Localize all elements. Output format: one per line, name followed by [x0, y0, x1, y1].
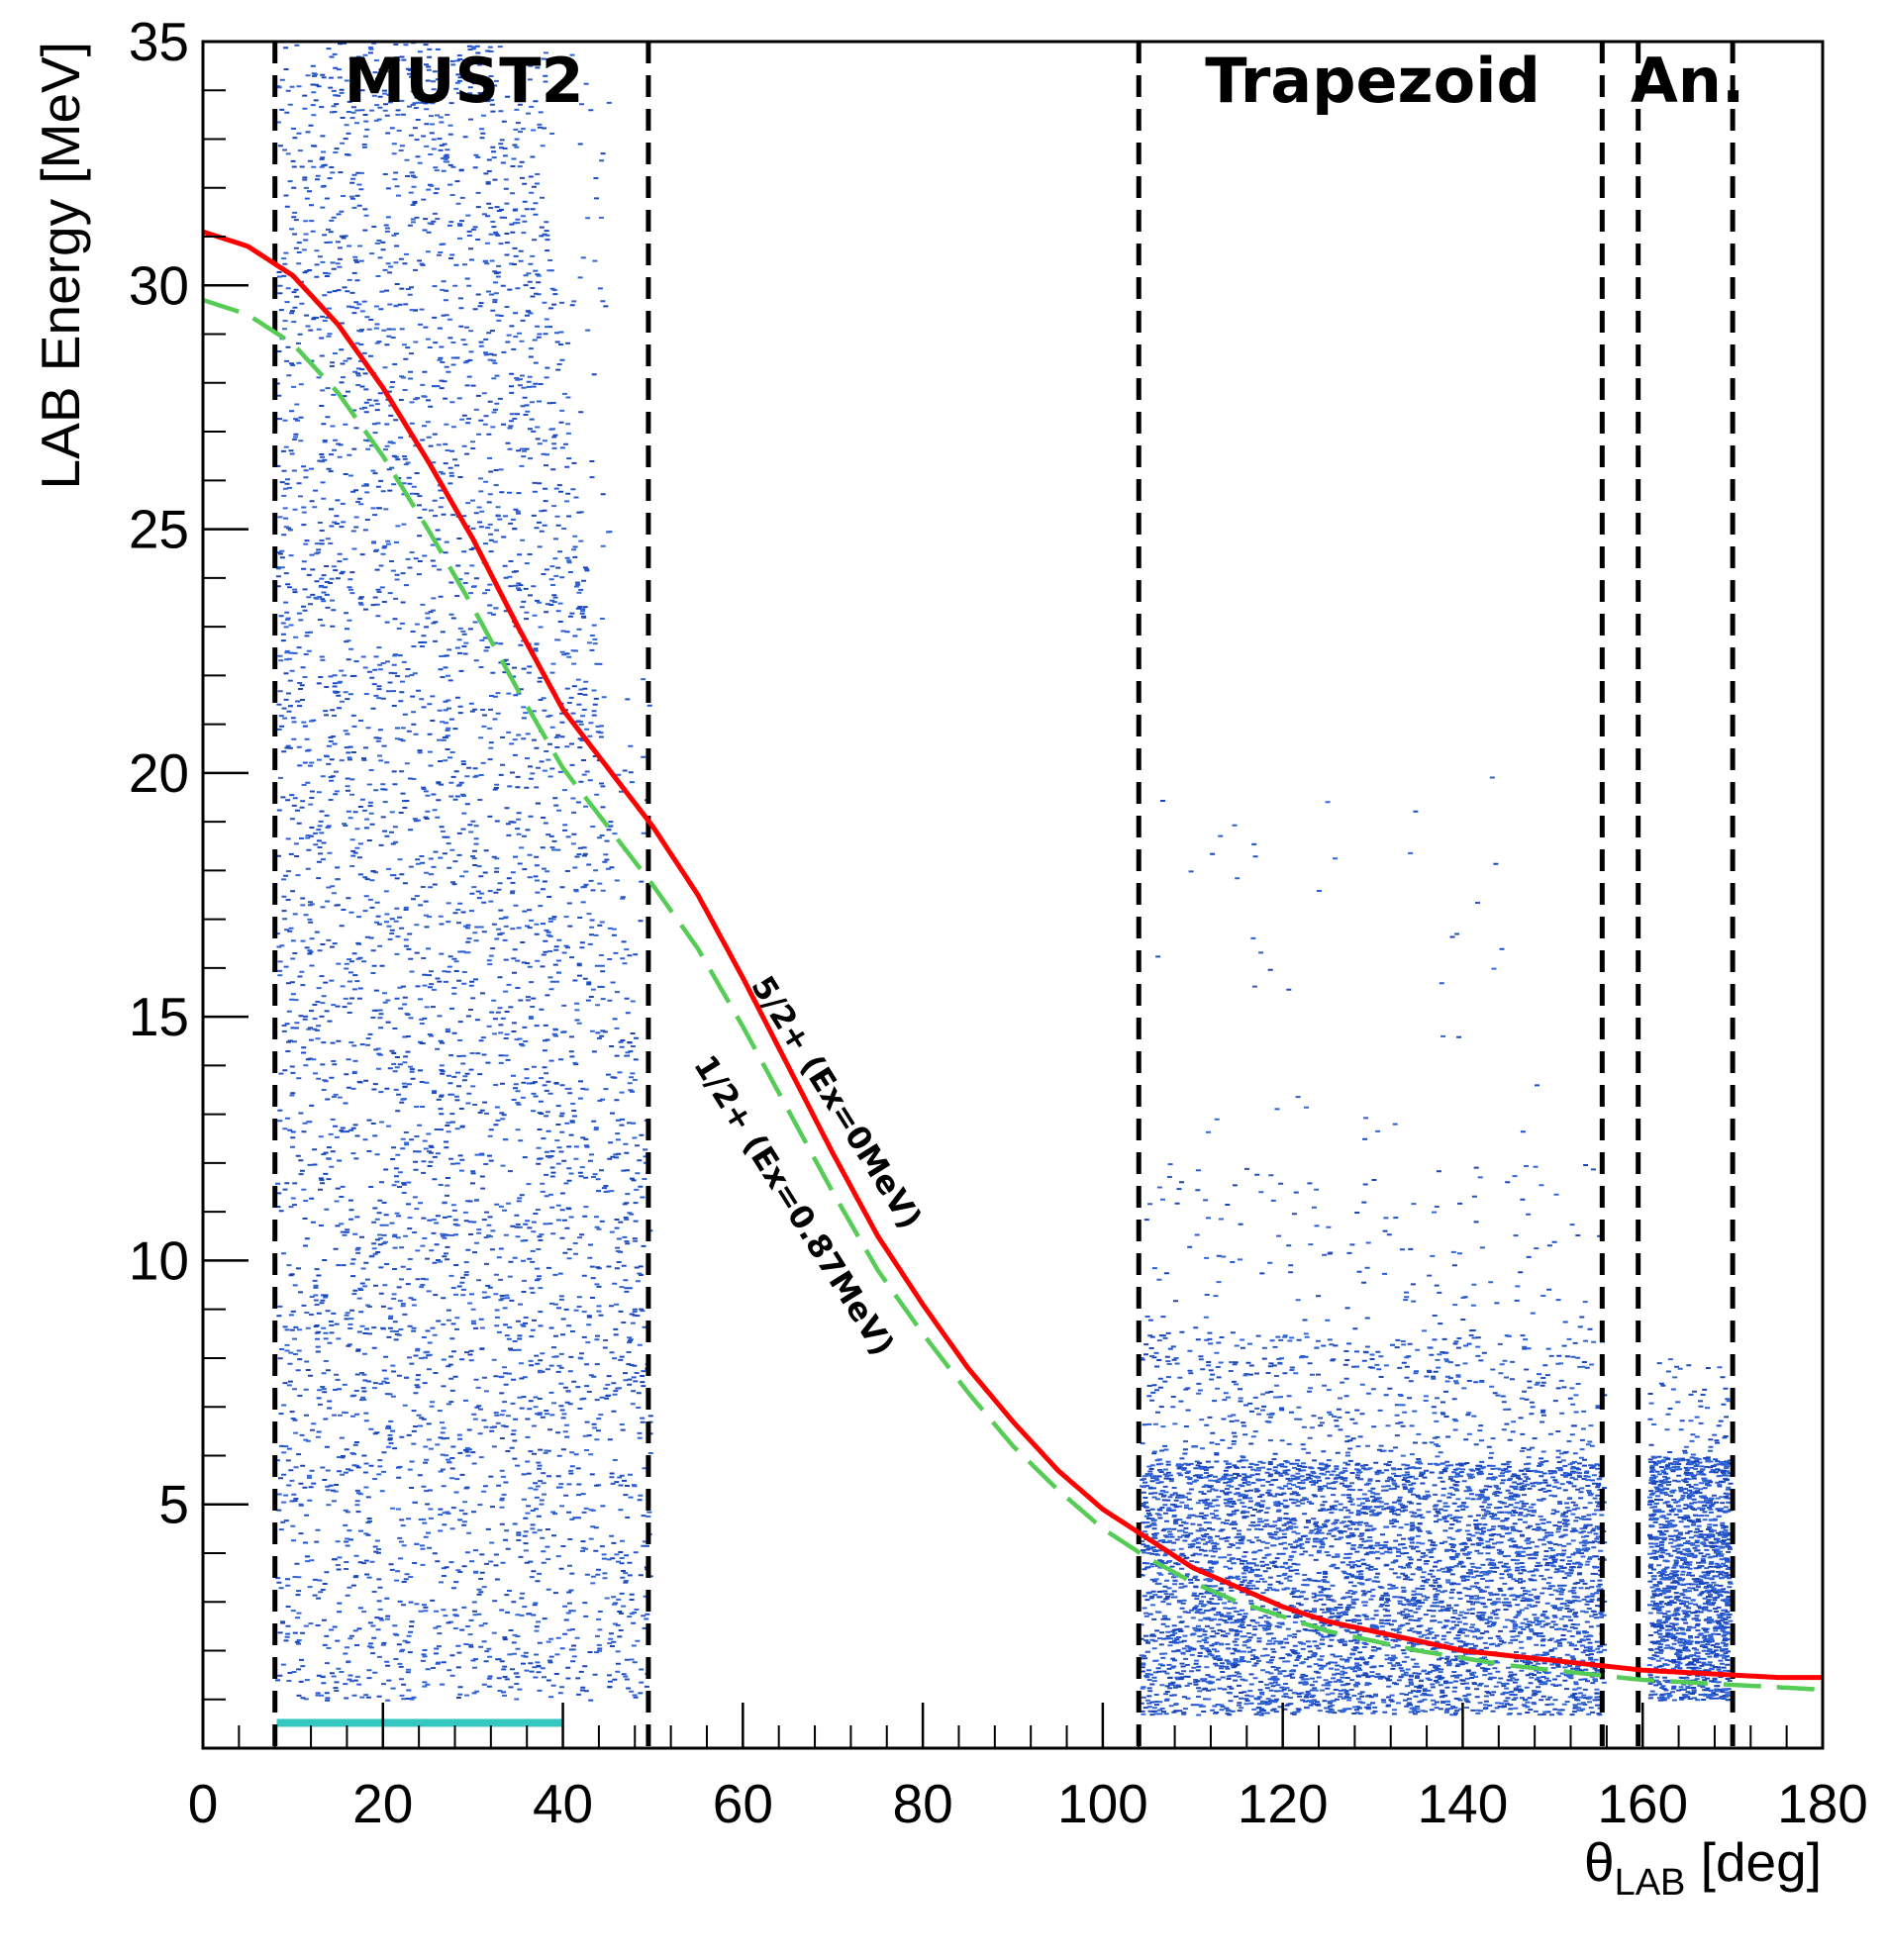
kinematic-curves — [203, 229, 1823, 1693]
x-axis-title-sub: LAB — [1615, 1862, 1686, 1904]
region-label-1: Trapezoid — [1205, 45, 1540, 117]
x-axis-title-unit: [deg] — [1685, 1831, 1822, 1893]
curve-label-1: 1/2+ (Ex=0.87MeV) — [686, 1048, 902, 1362]
y-tick-label-2: 15 — [129, 986, 189, 1047]
low-energy-strip — [276, 1718, 563, 1727]
y-tick-label-6: 35 — [129, 11, 189, 72]
x-tick-label-1: 20 — [352, 1773, 413, 1834]
x-tick-label-4: 80 — [893, 1773, 953, 1834]
region-label-0: MUST2 — [345, 45, 584, 117]
axes: 0 20 40 60 80 100 120 140 160 180 5 10 15 20 25 30 35 — [129, 11, 1868, 1834]
x-tick-label-9: 180 — [1777, 1773, 1868, 1834]
x-tick-label-3: 60 — [713, 1773, 773, 1834]
x-axis-title: θLAB [deg] — [1584, 1831, 1822, 1904]
y-tick-label-5: 30 — [129, 254, 189, 316]
x-tick-label-0: 0 — [188, 1773, 219, 1834]
event-points-shade-0 — [275, 42, 1733, 1716]
event-points-shade-3 — [275, 42, 1734, 1716]
y-tick-label-1: 10 — [129, 1229, 189, 1291]
detector-boundaries — [272, 42, 1736, 1748]
annotations: MUST2 Trapezoid An.5/2+ (Ex=0MeV)1/2+ (Ex=… — [345, 45, 1745, 1362]
x-axis-title-main: θ — [1584, 1831, 1615, 1893]
x-tick-label-6: 120 — [1238, 1773, 1329, 1834]
x-tick-label-5: 100 — [1057, 1773, 1148, 1834]
curve-0 — [203, 229, 1823, 1681]
plot-frame — [201, 40, 1825, 1750]
curve-1 — [203, 297, 1823, 1693]
x-tick-label-2: 40 — [533, 1773, 593, 1834]
region-label-2: An. — [1631, 45, 1745, 117]
event-density-points — [274, 42, 1734, 1727]
y-tick-label-3: 20 — [129, 742, 189, 804]
y-tick-label-4: 25 — [129, 499, 189, 560]
event-points-shade-1 — [274, 42, 1734, 1716]
x-tick-label-7: 140 — [1418, 1773, 1509, 1834]
y-tick-label-0: 5 — [158, 1474, 189, 1535]
x-tick-label-8: 160 — [1597, 1773, 1688, 1834]
y-axis-title: LAB Energy [MeV] — [30, 42, 91, 489]
